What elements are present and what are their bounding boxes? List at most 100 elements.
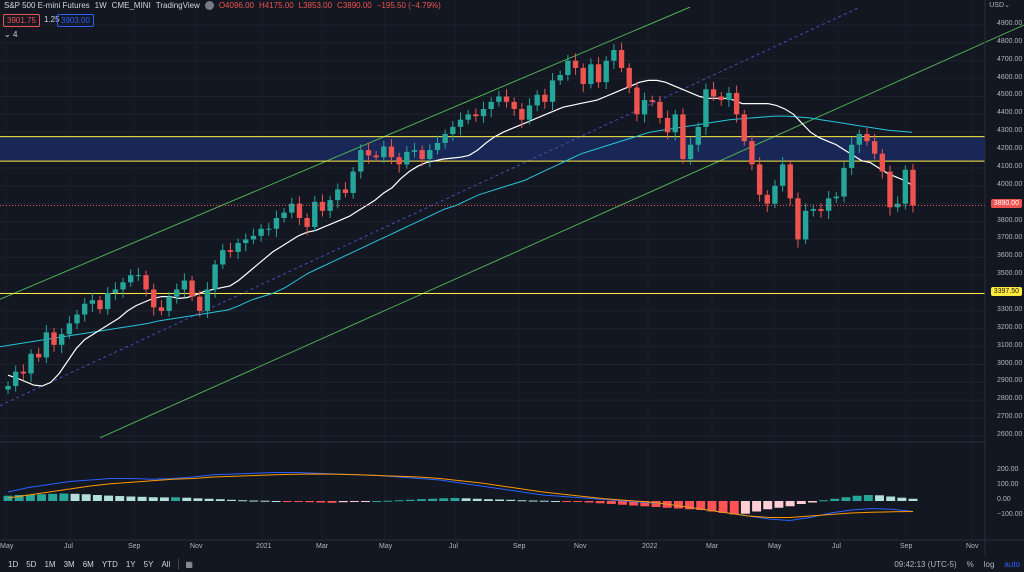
grid-lines [0,24,985,437]
currency-label[interactable]: USD [989,2,1004,9]
macd-histogram-bar [294,501,303,502]
time-tick-label: Sep [128,543,141,550]
log-scale-toggle[interactable]: log [983,559,995,569]
time-tick-label: May [379,543,393,550]
macd-histogram-bar [215,499,225,501]
candle-body [756,164,763,195]
candle-body [442,134,448,143]
candle-body [664,117,671,133]
candle-body [220,250,226,265]
macd-histogram-bar [439,498,449,501]
candle-body [841,167,847,197]
timeframe-1y[interactable]: 1Y [125,559,136,569]
candle-body [151,289,157,308]
sma-fast-line [7,79,914,387]
macd-histogram-bar [785,501,795,507]
candle-body [511,101,517,109]
macd-histogram-bar [327,501,337,503]
candle-body [197,296,203,311]
price-tick-label: 2800.00 [997,395,1023,403]
toolbar-divider [178,559,180,569]
timeframe-1d[interactable]: 1D [8,559,19,569]
market-status-icon[interactable] [204,1,214,10]
candle-body [603,60,609,83]
timeframe-5d[interactable]: 5D [26,559,37,569]
candle-body [51,332,57,345]
candle-body [626,67,632,88]
candle-body [772,185,778,204]
candle-body [703,89,709,127]
timeframe-6m[interactable]: 6M [82,559,94,569]
candle-body [181,280,188,290]
candle-body [802,210,809,240]
macd-histogram-bar [92,495,102,501]
timeframe-ytd[interactable]: YTD [101,559,118,569]
chart-canvas[interactable] [0,0,1024,556]
macd-histogram-bar [472,498,482,501]
macd-histogram-bar [908,498,918,501]
macd-histogram-bar [897,497,907,501]
timeframe-3m[interactable]: 3M [63,559,75,569]
candle-body [680,114,686,160]
percent-scale-toggle[interactable]: % [966,559,974,569]
macd-histogram-bar [383,500,393,502]
candle-body [5,385,11,390]
macd-histogram-bar [841,497,851,501]
candle-body [204,289,211,311]
candle-body [887,171,893,208]
channel-upper-line [0,6,691,300]
candle-body [411,150,418,152]
calendar-icon[interactable]: ▦ [185,559,193,569]
symbol-interval[interactable]: 1W [94,1,107,10]
candle-body [565,60,571,76]
auto-scale-toggle[interactable]: auto [1004,559,1020,569]
chevron-down-icon: ⌄ [4,30,11,39]
channel-lower-line [99,24,1024,439]
time-tick-label: May [0,543,14,550]
buy-price-button[interactable]: 3903.00 [57,14,94,27]
currency-chevron-icon[interactable]: ⌄ [1004,2,1010,9]
macd-histogram-bar [137,496,147,501]
candle-body [105,293,111,310]
candle-body [526,105,533,120]
macd-histogram-bar [104,495,114,501]
candle-body [319,201,326,211]
timeframe-1m[interactable]: 1M [44,559,56,569]
candle-body [902,169,909,204]
candle-body [342,189,349,193]
candle-body [557,75,563,81]
time-tick-label: Jul [64,543,73,550]
symbol-legend[interactable]: S&P 500 E-mini Futures 1W CME_MINI Tradi… [4,1,441,10]
macd-histogram-bar [863,495,873,501]
price-tick-label: 4700.00 [997,55,1023,63]
macd-histogram-bar [338,501,348,503]
candle-body [235,243,241,252]
time-tick-label: Nov [966,543,979,550]
candle-body [825,198,832,211]
candle-body [473,114,479,117]
candle-body [135,275,142,277]
candle-body [710,89,717,97]
macd-histogram-bar [349,501,359,502]
macd-histogram-bar [584,501,594,503]
indicators-toggle[interactable]: ⌄ 4 [4,30,17,39]
candle-body [12,371,19,386]
candle-body [657,101,663,118]
candle-body [588,64,594,84]
candle-body [381,146,387,158]
symbol-name[interactable]: S&P 500 E-mini Futures [4,1,90,10]
macd-histogram-bar [796,501,806,504]
timeframe-5y[interactable]: 5Y [143,559,154,569]
price-tick-label: 4900.00 [997,20,1023,27]
sell-price-button[interactable]: 3901.75 [3,14,40,27]
candle-body [243,239,249,244]
price-tick-label: 4200.00 [997,145,1023,153]
time-tick-label: Sep [513,543,526,550]
bottom-toolbar: 1D 5D 1M 3M 6M YTD 1Y 5Y All ▦ 09:42:13 … [0,556,1024,572]
time-tick-label: Mar [316,543,329,550]
timeframe-all[interactable]: All [161,559,171,569]
clock-time[interactable]: 09:42:13 (UTC-5) [894,559,957,569]
macd-histogram-bar [718,501,728,513]
macd-histogram-bar [3,495,13,501]
candle-body [687,144,694,160]
